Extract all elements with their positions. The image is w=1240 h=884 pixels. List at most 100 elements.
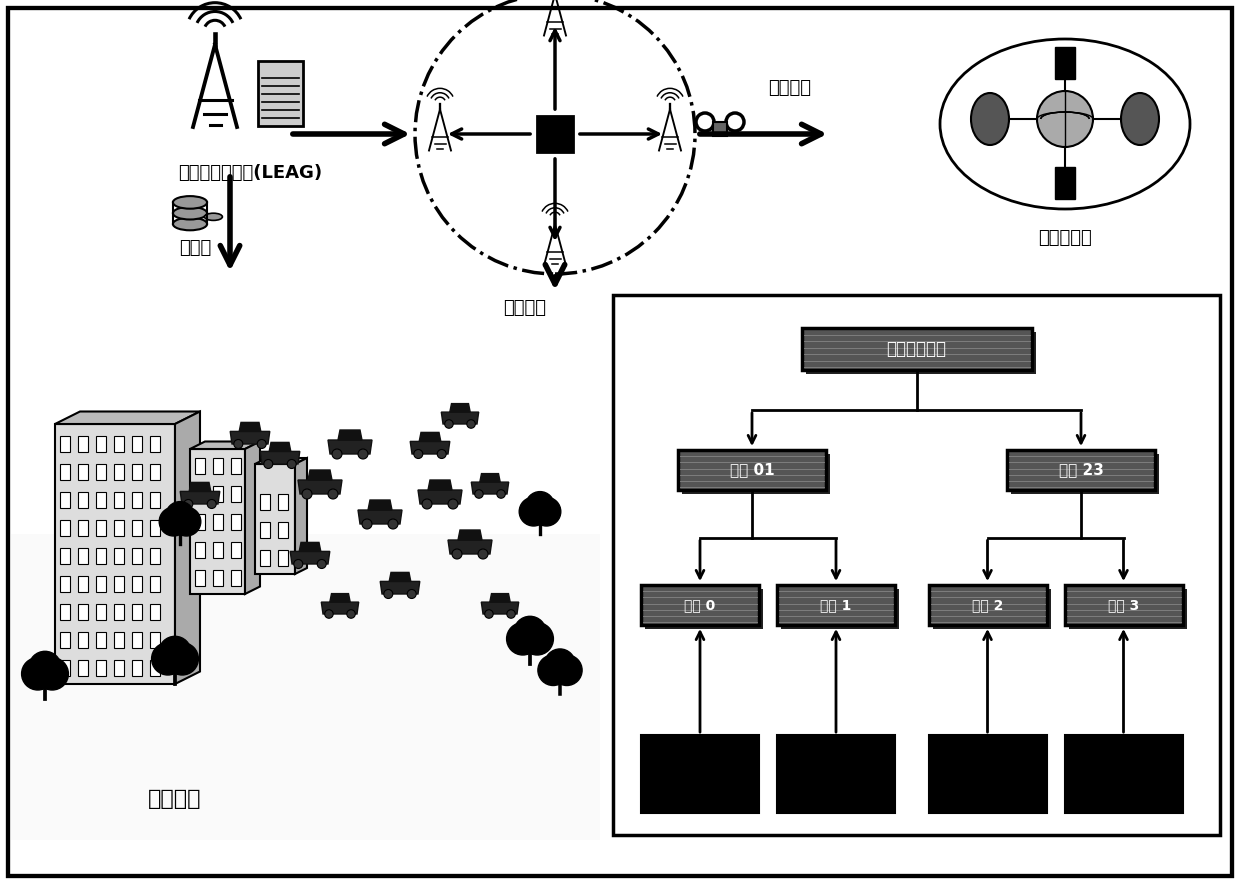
Bar [114, 520, 124, 536]
Text: 哈希 01: 哈希 01 [729, 462, 774, 477]
Bar [801, 328, 1032, 370]
Bar [260, 550, 270, 566]
Bar [95, 548, 105, 564]
Bar [78, 632, 88, 648]
Bar [932, 589, 1050, 629]
Polygon shape [450, 404, 470, 412]
Bar [95, 660, 105, 676]
Circle shape [453, 549, 463, 559]
Bar [777, 585, 895, 625]
Circle shape [303, 489, 312, 499]
Circle shape [422, 499, 432, 509]
Text: 需求响应: 需求响应 [149, 789, 202, 809]
Bar [131, 660, 143, 676]
Ellipse shape [1121, 93, 1159, 145]
Polygon shape [330, 593, 350, 602]
Polygon shape [246, 441, 260, 594]
Polygon shape [190, 441, 260, 449]
Bar [190, 449, 246, 594]
Bar [150, 576, 160, 592]
Text: 哈希 1: 哈希 1 [821, 598, 852, 612]
Bar [929, 585, 1047, 625]
Bar [195, 486, 205, 502]
Circle shape [172, 507, 201, 536]
Bar [195, 458, 205, 474]
Text: 哈希 2: 哈希 2 [972, 598, 1003, 612]
Bar [231, 486, 241, 502]
Circle shape [448, 499, 458, 509]
Circle shape [166, 643, 198, 675]
Circle shape [264, 460, 273, 469]
Bar [231, 458, 241, 474]
Polygon shape [308, 470, 332, 480]
Bar [131, 548, 143, 564]
Circle shape [507, 622, 539, 655]
Circle shape [151, 643, 184, 675]
Bar [213, 570, 223, 586]
Ellipse shape [172, 217, 207, 231]
Circle shape [347, 610, 356, 618]
Circle shape [384, 590, 393, 598]
Bar [195, 542, 205, 558]
Bar [131, 604, 143, 620]
Bar [95, 464, 105, 480]
Polygon shape [10, 534, 600, 840]
Polygon shape [299, 543, 321, 552]
Polygon shape [239, 423, 260, 431]
Bar [95, 520, 105, 536]
Bar [131, 576, 143, 592]
Bar [258, 61, 303, 126]
Circle shape [21, 658, 55, 690]
Bar [131, 436, 143, 452]
Circle shape [552, 655, 582, 685]
Ellipse shape [172, 207, 207, 219]
Bar [641, 585, 759, 625]
Circle shape [1037, 91, 1092, 147]
Bar [60, 520, 69, 536]
Polygon shape [448, 540, 492, 554]
Bar [60, 492, 69, 508]
Bar [195, 514, 205, 530]
Polygon shape [180, 492, 219, 504]
Bar [231, 514, 241, 530]
Circle shape [466, 420, 475, 428]
Text: 哈希 23: 哈希 23 [1059, 462, 1104, 477]
Circle shape [317, 560, 326, 568]
Bar [114, 632, 124, 648]
Bar [150, 492, 160, 508]
Bar [95, 576, 105, 592]
Circle shape [520, 497, 548, 526]
Circle shape [184, 499, 192, 508]
Polygon shape [358, 510, 402, 524]
Text: 联盟区块链: 联盟区块链 [1038, 229, 1092, 247]
Bar [1064, 585, 1183, 625]
Circle shape [475, 490, 484, 499]
Bar [645, 589, 763, 629]
Bar [150, 464, 160, 480]
Bar [95, 492, 105, 508]
Circle shape [532, 497, 560, 526]
Bar [1007, 450, 1154, 490]
Polygon shape [428, 480, 453, 490]
Bar [114, 548, 124, 564]
Bar [60, 604, 69, 620]
Polygon shape [298, 480, 342, 494]
Ellipse shape [205, 213, 222, 220]
Circle shape [485, 610, 494, 618]
Bar [131, 632, 143, 648]
Ellipse shape [172, 196, 207, 209]
Bar [213, 542, 223, 558]
Circle shape [207, 499, 216, 508]
Text: 当地能源聚合器(LEAG): 当地能源聚合器(LEAG) [177, 164, 322, 182]
Circle shape [329, 489, 339, 499]
Bar [60, 464, 69, 480]
Polygon shape [260, 452, 300, 464]
Bar [150, 436, 160, 452]
Bar [78, 520, 88, 536]
Bar [150, 548, 160, 564]
Circle shape [234, 439, 243, 448]
Polygon shape [480, 474, 500, 482]
Bar [777, 735, 895, 813]
Bar [150, 660, 160, 676]
Circle shape [36, 658, 68, 690]
